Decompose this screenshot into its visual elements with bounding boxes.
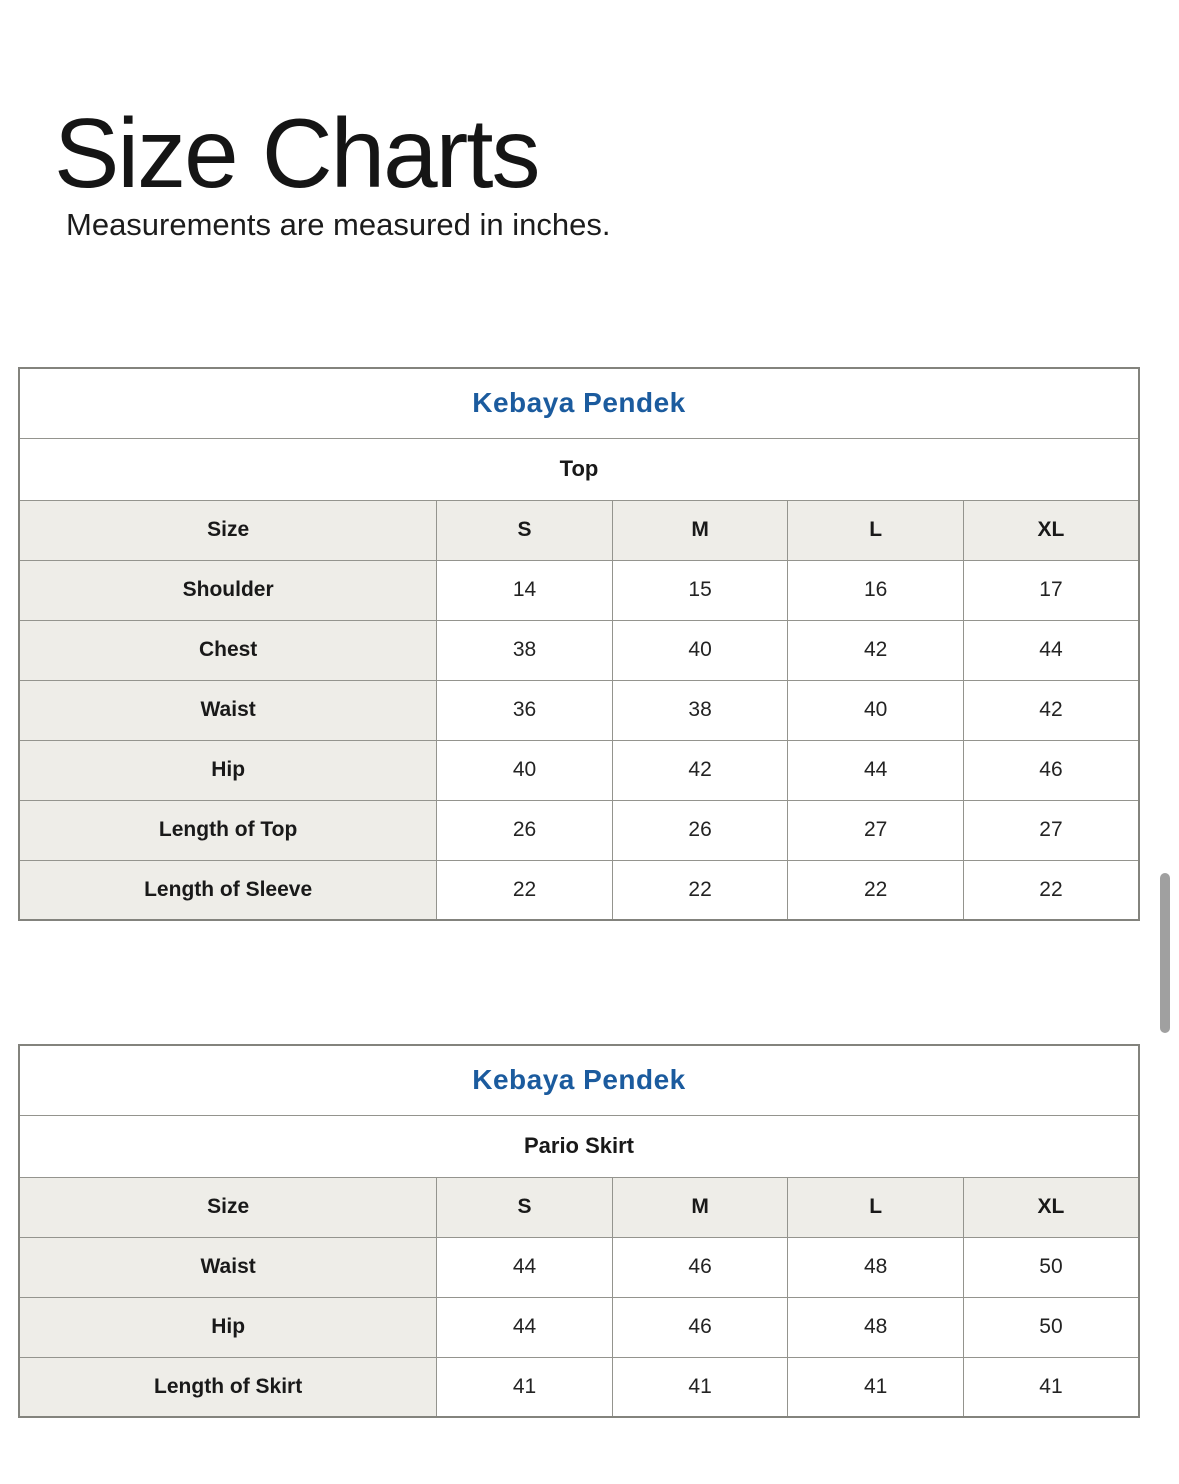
table-title-row: Kebaya Pendek bbox=[18, 1044, 1140, 1116]
cell-value: 50 bbox=[962, 1236, 1140, 1298]
table-row-hip: Hip 40 42 44 46 bbox=[18, 739, 1140, 801]
cell-value: 40 bbox=[611, 619, 789, 681]
row-label: Length of Skirt bbox=[18, 1356, 438, 1418]
row-label: Length of Sleeve bbox=[18, 859, 438, 921]
row-label: Length of Top bbox=[18, 799, 438, 861]
cell-value: 42 bbox=[787, 619, 964, 681]
column-header-xl: XL bbox=[962, 1176, 1140, 1238]
table-row-shoulder: Shoulder 14 15 16 17 bbox=[18, 559, 1140, 621]
page-title: Size Charts bbox=[54, 98, 541, 208]
table-row-length-of-skirt: Length of Skirt 41 41 41 41 bbox=[18, 1356, 1140, 1418]
table-subtitle-row: Pario Skirt bbox=[18, 1114, 1140, 1178]
cell-value: 22 bbox=[787, 859, 964, 921]
row-label: Hip bbox=[18, 1296, 438, 1358]
cell-value: 38 bbox=[611, 679, 789, 741]
column-header-size: Size bbox=[18, 499, 438, 561]
cell-value: 16 bbox=[787, 559, 964, 621]
cell-value: 22 bbox=[436, 859, 613, 921]
size-chart-table-top: Kebaya Pendek Top Size S M L XL Shoulder… bbox=[18, 367, 1140, 921]
table-title-row: Kebaya Pendek bbox=[18, 367, 1140, 439]
table-subtitle: Top bbox=[18, 437, 1140, 501]
cell-value: 17 bbox=[962, 559, 1140, 621]
cell-value: 27 bbox=[787, 799, 964, 861]
cell-value: 40 bbox=[787, 679, 964, 741]
row-label: Waist bbox=[18, 679, 438, 741]
cell-value: 42 bbox=[611, 739, 789, 801]
cell-value: 22 bbox=[962, 859, 1140, 921]
row-label: Hip bbox=[18, 739, 438, 801]
table-title: Kebaya Pendek bbox=[18, 367, 1140, 439]
cell-value: 41 bbox=[436, 1356, 613, 1418]
cell-value: 48 bbox=[787, 1296, 964, 1358]
table-subtitle-row: Top bbox=[18, 437, 1140, 501]
table-row-length-of-sleeve: Length of Sleeve 22 22 22 22 bbox=[18, 859, 1140, 921]
cell-value: 44 bbox=[962, 619, 1140, 681]
cell-value: 41 bbox=[611, 1356, 789, 1418]
column-header-l: L bbox=[787, 1176, 964, 1238]
cell-value: 46 bbox=[611, 1296, 789, 1358]
table-row-chest: Chest 38 40 42 44 bbox=[18, 619, 1140, 681]
column-header-size: Size bbox=[18, 1176, 438, 1238]
row-label: Chest bbox=[18, 619, 438, 681]
cell-value: 38 bbox=[436, 619, 613, 681]
cell-value: 48 bbox=[787, 1236, 964, 1298]
table-header-row: Size S M L XL bbox=[18, 499, 1140, 561]
cell-value: 44 bbox=[436, 1236, 613, 1298]
cell-value: 42 bbox=[962, 679, 1140, 741]
cell-value: 15 bbox=[611, 559, 789, 621]
cell-value: 41 bbox=[787, 1356, 964, 1418]
row-label: Shoulder bbox=[18, 559, 438, 621]
table-subtitle: Pario Skirt bbox=[18, 1114, 1140, 1178]
page-subtitle: Measurements are measured in inches. bbox=[66, 207, 611, 242]
column-header-m: M bbox=[611, 1176, 789, 1238]
table-row-length-of-top: Length of Top 26 26 27 27 bbox=[18, 799, 1140, 861]
cell-value: 26 bbox=[611, 799, 789, 861]
cell-value: 26 bbox=[436, 799, 613, 861]
scrollbar-thumb[interactable] bbox=[1160, 873, 1170, 1033]
row-label: Waist bbox=[18, 1236, 438, 1298]
column-header-m: M bbox=[611, 499, 789, 561]
table-header-row: Size S M L XL bbox=[18, 1176, 1140, 1238]
cell-value: 46 bbox=[962, 739, 1140, 801]
cell-value: 46 bbox=[611, 1236, 789, 1298]
cell-value: 40 bbox=[436, 739, 613, 801]
cell-value: 14 bbox=[436, 559, 613, 621]
column-header-s: S bbox=[436, 1176, 613, 1238]
cell-value: 27 bbox=[962, 799, 1140, 861]
cell-value: 41 bbox=[962, 1356, 1140, 1418]
column-header-s: S bbox=[436, 499, 613, 561]
cell-value: 44 bbox=[787, 739, 964, 801]
cell-value: 44 bbox=[436, 1296, 613, 1358]
table-row-waist: Waist 36 38 40 42 bbox=[18, 679, 1140, 741]
table-row-hip: Hip 44 46 48 50 bbox=[18, 1296, 1140, 1358]
column-header-xl: XL bbox=[962, 499, 1140, 561]
size-chart-table-skirt: Kebaya Pendek Pario Skirt Size S M L XL … bbox=[18, 1044, 1140, 1418]
cell-value: 36 bbox=[436, 679, 613, 741]
column-header-l: L bbox=[787, 499, 964, 561]
cell-value: 50 bbox=[962, 1296, 1140, 1358]
table-title: Kebaya Pendek bbox=[18, 1044, 1140, 1116]
cell-value: 22 bbox=[611, 859, 789, 921]
table-row-waist: Waist 44 46 48 50 bbox=[18, 1236, 1140, 1298]
